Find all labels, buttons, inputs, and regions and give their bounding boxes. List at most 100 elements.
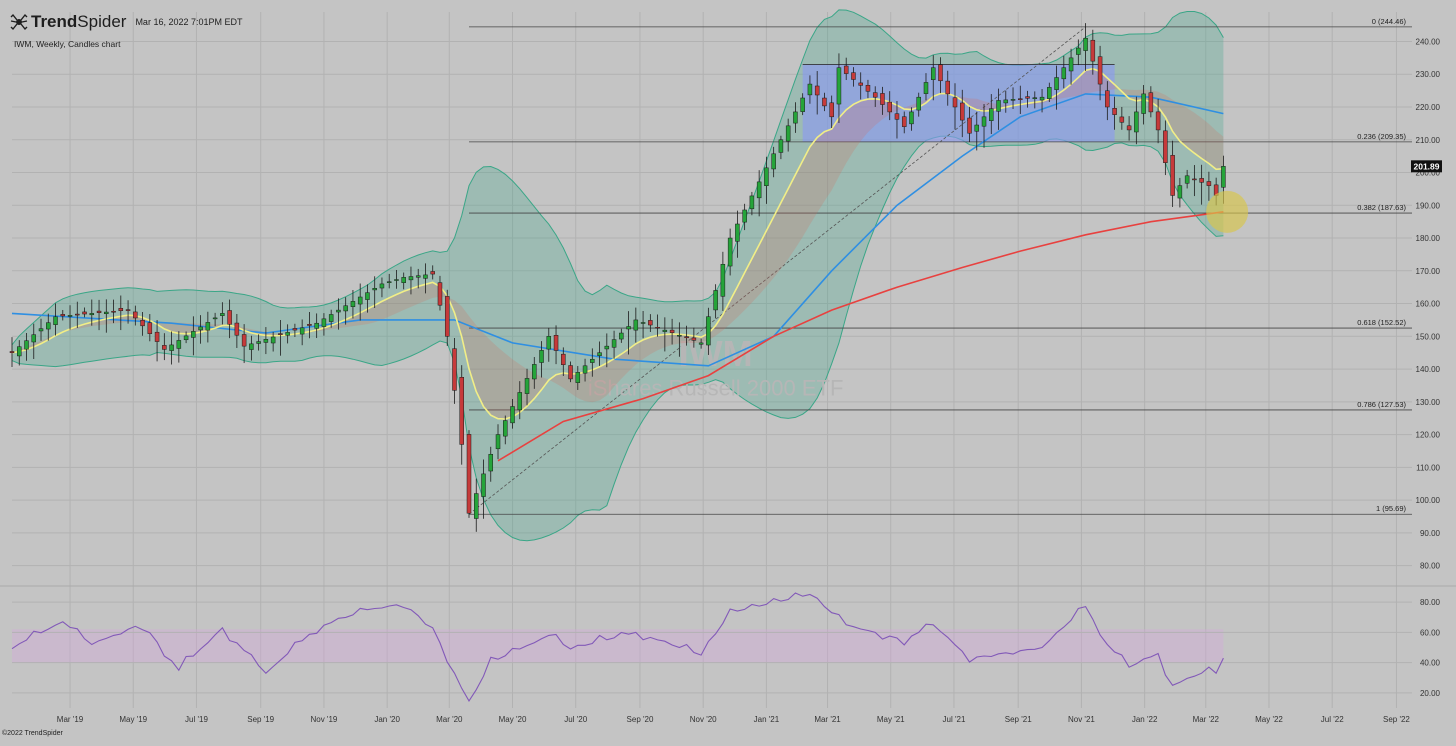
candle-body <box>278 333 283 335</box>
candle-body <box>89 313 95 316</box>
copyright-text: ©2022 TrendSpider <box>2 730 63 737</box>
bollinger-band-fill <box>12 9 1224 541</box>
candle-body <box>633 319 639 331</box>
candle-body <box>357 296 363 305</box>
candle-body <box>960 102 965 121</box>
candle-body <box>60 314 66 317</box>
chart-subtitle: IWM, Weekly, Candles chart <box>14 39 121 49</box>
candle-body <box>256 341 261 344</box>
candle-body <box>263 339 269 343</box>
candle-body <box>880 93 885 105</box>
price-tick-label: 120.00 <box>1416 431 1441 440</box>
chart-timestamp: Mar 16, 2022 7:01PM EDT <box>135 17 243 27</box>
candle-body <box>546 336 552 350</box>
trendspider-spider-icon <box>10 13 28 31</box>
candle-body <box>568 365 573 380</box>
time-tick-label: Nov '20 <box>690 715 717 724</box>
candle-body <box>785 125 791 142</box>
candle-body <box>916 96 921 111</box>
candle-body <box>1010 99 1016 101</box>
candle-body <box>38 328 44 332</box>
watermark-name: iShares Russell 2000 ETF <box>588 375 844 400</box>
rsi-line <box>11 592 1224 702</box>
candle-body <box>1141 93 1146 114</box>
fib-level-label: 0.236 (209.35) <box>1357 132 1406 141</box>
candle-body <box>1090 39 1096 62</box>
candle-body <box>205 322 211 331</box>
price-tick-label: 140.00 <box>1416 365 1441 374</box>
bollinger-lower <box>11 135 1224 542</box>
candle-body <box>742 209 747 223</box>
fib-level-label: 0 (244.46) <box>1372 17 1407 26</box>
candle-body <box>669 329 675 333</box>
candle-body <box>444 296 450 337</box>
candle-body <box>1105 90 1110 108</box>
candle-body <box>365 292 370 300</box>
candle-body <box>96 310 102 313</box>
candle-body <box>967 117 972 134</box>
price-tick-label: 200.00 <box>1416 169 1441 178</box>
time-tick-label: Jul '21 <box>943 715 966 724</box>
candle-body <box>894 113 900 120</box>
candle-body <box>1119 116 1125 123</box>
candle-body <box>1068 57 1074 72</box>
candle-body <box>938 64 943 82</box>
last-price-label: 201.89 <box>1414 161 1440 171</box>
candle-body <box>836 67 842 105</box>
candle-body <box>1003 99 1009 104</box>
time-tick-label: May '20 <box>499 715 527 724</box>
candle-body <box>909 111 914 125</box>
sma-mid-line <box>11 93 1224 367</box>
candle-body <box>1112 108 1117 115</box>
candle-body <box>1097 56 1103 85</box>
candle-body <box>865 85 871 92</box>
candle-body <box>82 311 87 315</box>
candle-body <box>887 101 892 113</box>
candle-body <box>727 237 733 267</box>
candle-body <box>952 97 958 108</box>
candle-body <box>241 334 247 347</box>
candle-body <box>1061 67 1067 80</box>
candle-body <box>1206 181 1212 186</box>
candle-body <box>735 223 740 242</box>
fib-level-label: 0.786 (127.53) <box>1357 400 1406 409</box>
candle-body <box>299 327 305 335</box>
candle-body <box>778 139 784 153</box>
price-tick-label: 240.00 <box>1416 37 1441 46</box>
candle-body <box>176 340 182 349</box>
candle-body <box>1047 87 1052 99</box>
candle-body <box>394 279 399 281</box>
candle-body <box>1039 96 1045 101</box>
candle-body <box>1076 47 1081 55</box>
candle-body <box>336 309 341 313</box>
price-tick-label: 190.00 <box>1416 201 1441 210</box>
candle-body <box>800 97 805 112</box>
fib-trend-line <box>468 26 1086 515</box>
time-tick-label: Nov '21 <box>1068 715 1095 724</box>
candle-body <box>147 322 153 334</box>
candle-body <box>169 344 174 351</box>
price-tick-label: 210.00 <box>1416 136 1441 145</box>
candle-body <box>851 72 856 80</box>
time-tick-label: Mar '20 <box>436 715 463 724</box>
candle-body <box>604 345 610 350</box>
time-tick-label: May '22 <box>1255 715 1283 724</box>
candle-body <box>590 358 595 363</box>
candle-body <box>553 335 559 351</box>
candle-body <box>923 82 929 94</box>
candle-body <box>1192 178 1197 181</box>
candle-body <box>24 340 29 350</box>
time-tick-label: Sep '21 <box>1005 715 1032 724</box>
candle-body <box>843 65 849 74</box>
candle-body <box>945 80 951 95</box>
candle-body <box>473 493 479 519</box>
price-tick-label: 110.00 <box>1416 463 1440 472</box>
candle-body <box>1184 175 1190 184</box>
time-tick-label: May '21 <box>877 715 905 724</box>
candle-body <box>989 108 994 121</box>
price-tick-label: 180.00 <box>1416 234 1441 243</box>
candle-body <box>684 336 689 339</box>
chart-header: TrendSpider Mar 16, 2022 7:01PM EDT <box>10 12 243 32</box>
